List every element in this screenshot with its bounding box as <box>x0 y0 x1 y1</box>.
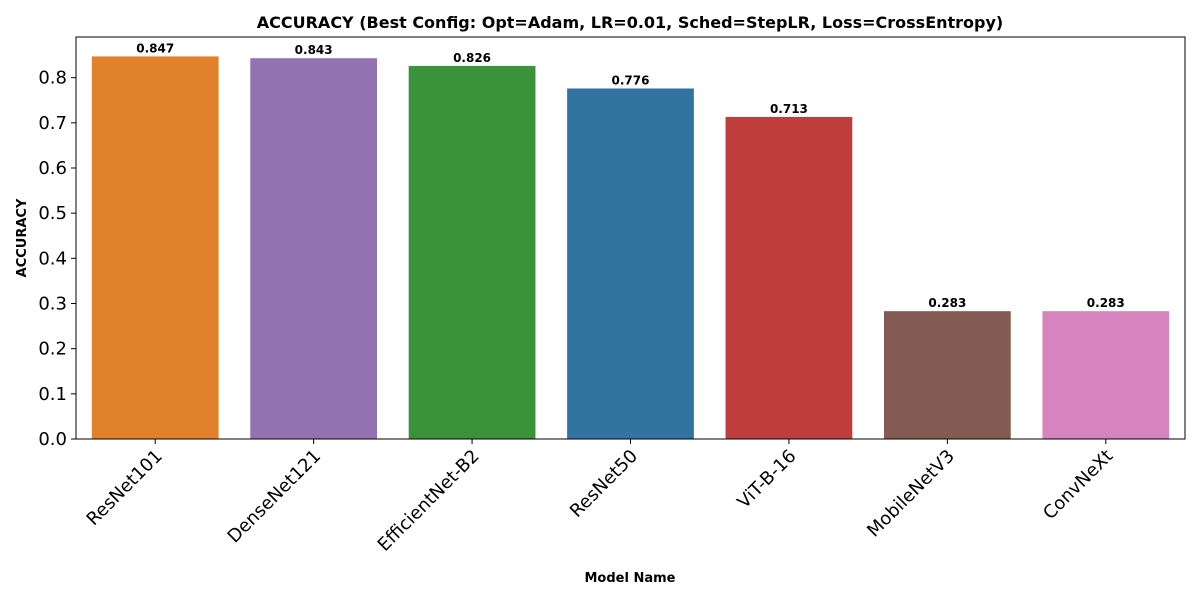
y-tick-label: 0.4 <box>38 248 67 269</box>
data-label: 0.283 <box>1087 296 1125 310</box>
x-tick-label: ViT-B-16 <box>733 446 800 513</box>
y-axis: 0.0 0.1 0.2 0.3 0.4 0.5 0.6 0.7 0.8 <box>38 68 76 450</box>
data-label: 0.826 <box>453 51 491 65</box>
data-label: 0.776 <box>612 73 650 87</box>
y-tick-label: 0.6 <box>38 158 67 179</box>
bar-vit-b-16 <box>725 116 853 440</box>
bars-layer: 0.847 0.843 0.826 0.776 0.713 0.283 0.283 <box>91 41 1170 440</box>
y-tick-label: 0.2 <box>38 339 67 360</box>
data-label: 0.283 <box>928 296 966 310</box>
bar-mobilenetv3 <box>883 311 1011 439</box>
bar-efficientnet-b2 <box>408 65 536 439</box>
x-tick-label: DenseNet121 <box>224 446 326 548</box>
data-label: 0.713 <box>770 102 808 116</box>
bar-convnext <box>1042 311 1170 439</box>
x-axis-label: Model Name <box>585 571 676 586</box>
bar-densenet121 <box>250 58 378 439</box>
y-tick-label: 0.0 <box>38 429 67 450</box>
y-tick-label: 0.7 <box>38 113 67 134</box>
data-label: 0.843 <box>295 43 333 57</box>
data-label: 0.847 <box>136 41 174 55</box>
y-tick-label: 0.1 <box>38 384 67 405</box>
plot-frame <box>75 36 1186 440</box>
bar-resnet101 <box>91 56 219 439</box>
x-tick-label: MobileNetV3 <box>863 446 959 542</box>
y-axis-label: ACCURACY <box>15 198 30 277</box>
y-tick-label: 0.8 <box>38 68 67 89</box>
y-tick-label: 0.3 <box>38 293 67 314</box>
x-axis: ResNet101 DenseNet121 EfficientNet-B2 ResNe… <box>83 439 1117 556</box>
chart-title: ACCURACY (Best Config: Opt=Adam, LR=0.01… <box>257 13 1003 32</box>
bar-resnet50 <box>567 88 694 440</box>
x-tick-label: ResNet101 <box>83 446 167 530</box>
x-tick-label: ConvNeXt <box>1039 446 1117 524</box>
y-tick-label: 0.5 <box>38 203 67 224</box>
x-tick-label: EfficientNet-B2 <box>374 446 484 556</box>
x-tick-label: ResNet50 <box>566 446 642 522</box>
